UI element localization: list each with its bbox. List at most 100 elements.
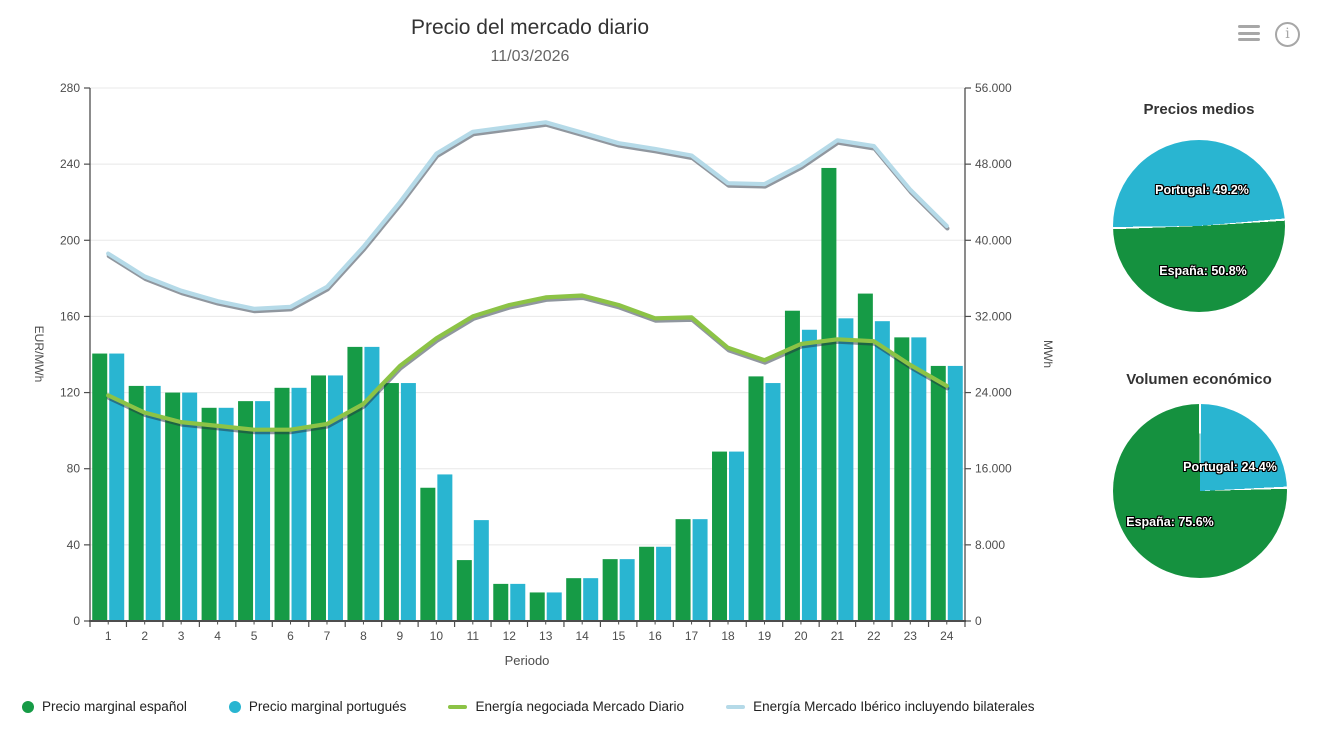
line-series[interactable] <box>106 120 949 311</box>
price-volume-combo-chart: 0408012016020024028008.00016.00024.00032… <box>60 81 1012 643</box>
pie-volumen-economico[interactable] <box>1113 404 1287 578</box>
x-axis-tick-label: 1 <box>105 629 112 643</box>
left-axis-tick-label: 200 <box>60 233 80 247</box>
legend-marker-circle-icon <box>228 700 241 713</box>
column-bar[interactable] <box>128 385 144 621</box>
column-bar[interactable] <box>473 520 489 621</box>
column-bar[interactable] <box>838 318 854 621</box>
legend-item-precio-marginal-espanol[interactable]: Precio marginal español <box>22 699 187 714</box>
x-axis-tick-label: 18 <box>721 629 735 643</box>
column-bar[interactable] <box>420 487 436 621</box>
column-bar[interactable] <box>874 321 890 621</box>
column-bar[interactable] <box>201 407 217 621</box>
right-axis-tick-label: 48.000 <box>975 157 1012 171</box>
x-axis-tick-label: 12 <box>503 629 517 643</box>
x-axis-tick-label: 24 <box>940 629 954 643</box>
legend-label: Energía Mercado Ibérico incluyendo bilat… <box>753 699 1035 714</box>
x-axis-tick-label: 21 <box>831 629 845 643</box>
column-bar[interactable] <box>529 592 545 621</box>
left-axis-tick-label: 240 <box>60 157 80 171</box>
column-bar[interactable] <box>748 376 764 621</box>
chart-subtitle: 11/03/2026 <box>490 48 570 65</box>
x-axis-tick-label: 11 <box>467 629 480 643</box>
column-bar[interactable] <box>218 407 234 621</box>
pie-slice-label-espana: España: 75.6% <box>1126 515 1214 529</box>
column-bar[interactable] <box>930 365 946 621</box>
column-bar[interactable] <box>437 474 453 621</box>
info-icon[interactable]: i <box>1275 22 1300 47</box>
line-shadow <box>106 295 950 435</box>
column-bar[interactable] <box>327 375 343 621</box>
right-axis-tick-label: 16.000 <box>975 462 1012 476</box>
legend-item-energia-negociada[interactable]: Energía negociada Mercado Diario <box>448 699 684 714</box>
right-axis-tick-label: 24.000 <box>975 386 1012 400</box>
x-axis-tick-label: 10 <box>430 629 444 643</box>
column-bar[interactable] <box>712 451 728 621</box>
left-axis-tick-label: 40 <box>67 538 81 552</box>
column-bar[interactable] <box>729 451 745 621</box>
column-bar[interactable] <box>619 559 635 621</box>
column-bar[interactable] <box>894 337 910 621</box>
column-bar[interactable] <box>692 519 708 621</box>
column-bar[interactable] <box>801 329 817 621</box>
right-axis-tick-label: 56.000 <box>975 81 1012 95</box>
column-bar[interactable] <box>765 383 781 621</box>
legend-item-precio-marginal-portugues[interactable]: Precio marginal portugués <box>228 699 407 714</box>
line-series[interactable] <box>106 293 949 432</box>
column-bar[interactable] <box>238 401 254 621</box>
column-bar[interactable] <box>109 353 125 621</box>
column-bar[interactable] <box>383 383 399 621</box>
right-axis-tick-label: 8.000 <box>975 538 1005 552</box>
right-axis-title: MWh <box>1041 340 1055 368</box>
left-axis-title: EUR/MWh <box>32 325 46 383</box>
chart-context-menu-button hamburger-icon[interactable] <box>1238 25 1260 42</box>
x-axis-tick-label: 23 <box>904 629 918 643</box>
column-bar[interactable] <box>456 560 472 621</box>
x-axis-tick-label: 22 <box>867 629 881 643</box>
column-bar[interactable] <box>583 578 599 621</box>
column-bar[interactable] <box>347 346 363 621</box>
left-axis-tick-label: 160 <box>60 309 80 323</box>
left-axis-tick-label: 120 <box>60 386 80 400</box>
column-bar[interactable] <box>911 337 927 621</box>
column-bar[interactable] <box>291 387 307 621</box>
x-axis-tick-label: 9 <box>397 629 404 643</box>
x-axis-tick-label: 3 <box>178 629 185 643</box>
column-bar[interactable] <box>510 583 526 621</box>
legend-label: Precio marginal español <box>42 699 187 714</box>
legend-marker-line-icon <box>448 704 468 709</box>
hamburger-bar <box>1238 31 1260 35</box>
column-bar[interactable] <box>92 353 108 621</box>
column-bar[interactable] <box>255 401 271 621</box>
column-bar[interactable] <box>493 583 509 621</box>
column-bar[interactable] <box>656 546 672 621</box>
column-bar[interactable] <box>639 546 655 621</box>
column-bar[interactable] <box>165 392 181 621</box>
column-bar[interactable] <box>947 365 963 621</box>
legend-label: Energía negociada Mercado Diario <box>475 699 685 714</box>
x-axis-tick-label: 14 <box>576 629 590 643</box>
column-bar[interactable] <box>145 385 161 621</box>
column-bar[interactable] <box>274 387 290 621</box>
column-bar[interactable] <box>546 592 562 621</box>
column-bar[interactable] <box>364 346 380 621</box>
column-bar[interactable] <box>821 167 837 621</box>
column-bar[interactable] <box>675 519 691 621</box>
column-bar[interactable] <box>784 310 800 621</box>
column-bar[interactable] <box>566 578 582 621</box>
column-bar[interactable] <box>400 383 416 621</box>
legend-label: Precio marginal portugués <box>248 699 407 714</box>
column-bar[interactable] <box>310 375 326 621</box>
pie-volumen-economico-title: Volumen económico <box>1126 371 1272 388</box>
x-axis-tick-label: 8 <box>360 629 367 643</box>
column-bar[interactable] <box>857 293 873 621</box>
x-axis-tick-label: 15 <box>612 629 626 643</box>
right-axis-tick-label: 40.000 <box>975 233 1012 247</box>
x-axis-title: Periodo <box>504 653 550 668</box>
pie-precios-medios[interactable] <box>1113 140 1285 312</box>
left-axis-tick-label: 0 <box>73 614 80 628</box>
column-bar[interactable] <box>182 392 198 621</box>
left-axis-tick-label: 80 <box>67 462 81 476</box>
legend-item-energia-mercado-iberico[interactable]: Energía Mercado Ibérico incluyendo bilat… <box>726 699 1034 714</box>
column-bar[interactable] <box>602 559 618 621</box>
